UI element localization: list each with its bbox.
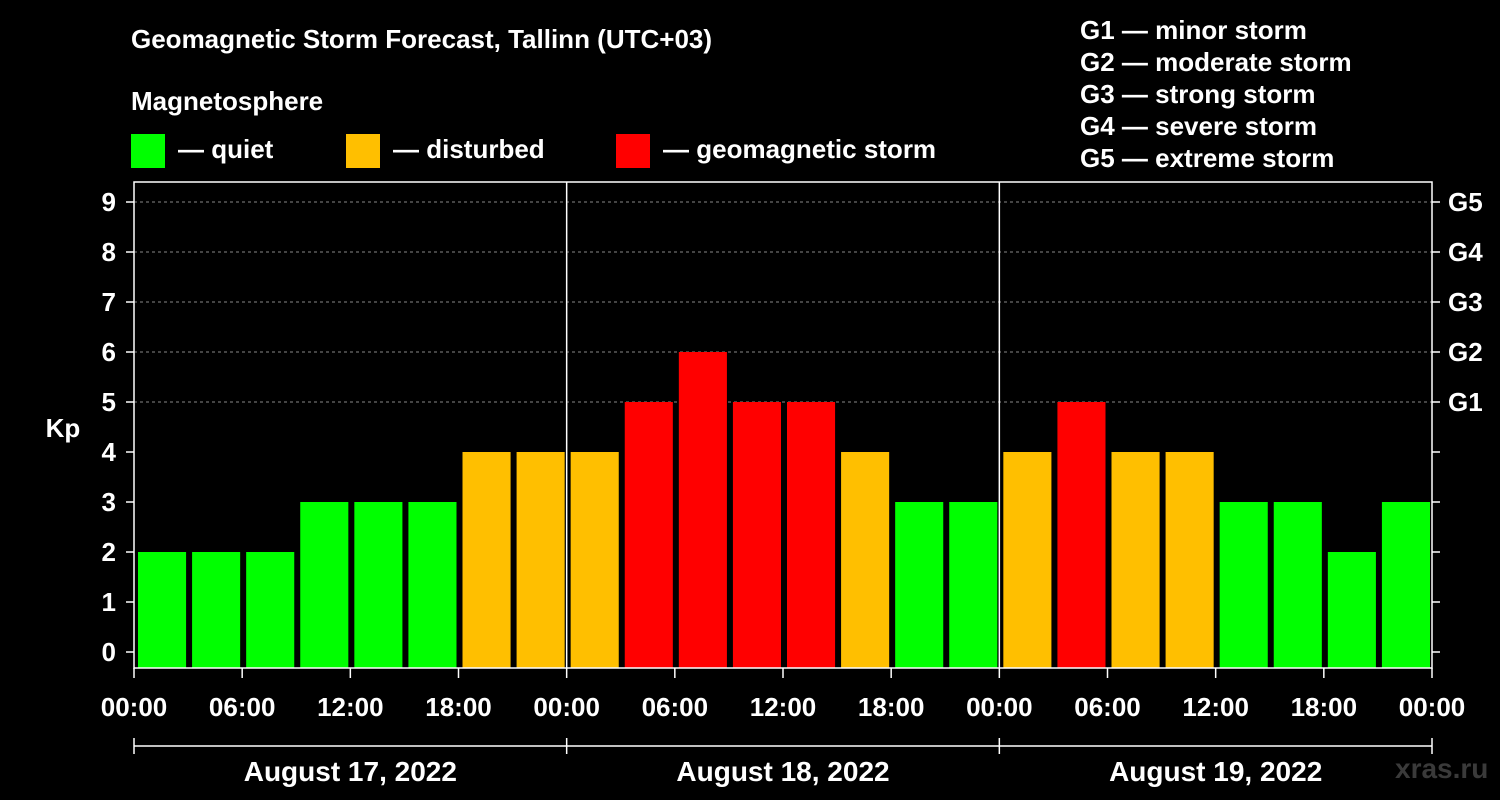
kp-bar [408,502,457,668]
storm-scale-g4: G4 — severe storm [1080,111,1318,141]
x-tick-label: 06:00 [209,692,276,722]
day-label: August 18, 2022 [676,756,889,787]
y-tick-label: 8 [102,237,116,267]
storm-scale-g3: G3 — strong storm [1080,79,1316,109]
day-label: August 19, 2022 [1109,756,1322,787]
kp-bar [354,502,403,668]
y-tick-label: 5 [102,387,116,417]
y-tick-label: 3 [102,487,116,517]
legend-label-quiet: — quiet [178,134,274,164]
magnetosphere-title: Magnetosphere [131,86,324,116]
kp-bar [138,552,187,668]
kp-bar [949,502,998,668]
kp-bar [1381,502,1430,668]
g-level-label: G2 [1448,337,1483,367]
x-tick-label: 00:00 [533,692,600,722]
kp-bar [895,502,944,668]
g-level-label: G3 [1448,287,1483,317]
storm-scale-g5: G5 — extreme storm [1080,143,1335,173]
kp-bar [570,452,619,668]
x-tick-label: 00:00 [966,692,1033,722]
legend-swatch-storm [616,134,650,168]
x-tick-label: 12:00 [750,692,817,722]
storm-scale-legend: G1 — minor storm G2 — moderate storm G3 … [1080,14,1352,174]
y-tick-label: 7 [102,287,116,317]
kp-bar [1003,452,1052,668]
kp-bar [516,452,565,668]
x-tick-label: 06:00 [1074,692,1141,722]
kp-bar [732,402,781,668]
kp-bar [787,402,836,668]
y-tick-label: 6 [102,337,116,367]
kp-bar [1219,502,1268,668]
kp-bar [1165,452,1214,668]
legend-label-storm: — geomagnetic storm [663,134,937,164]
day-label: August 17, 2022 [244,756,457,787]
y-tick-label: 9 [102,187,116,217]
kp-bar [841,452,890,668]
y-tick-label: 0 [102,637,116,667]
y-axis-label: Kp [46,413,81,443]
kp-bar [678,352,727,668]
y-tick-label: 4 [102,437,117,467]
x-tick-label: 00:00 [1399,692,1466,722]
kp-bar [246,552,295,668]
kp-bar [1057,402,1106,668]
g-level-label: G1 [1448,387,1483,417]
legend-swatch-quiet [131,134,165,168]
legend-swatch-disturbed [346,134,380,168]
kp-bar [1273,502,1322,668]
watermark: xras.ru [1395,753,1489,784]
kp-bar [300,502,349,668]
x-tick-label: 12:00 [1182,692,1249,722]
x-tick-label: 18:00 [425,692,492,722]
kp-bar [1111,452,1160,668]
legend-label-disturbed: — disturbed [393,134,545,164]
y-tick-label: 1 [102,587,116,617]
x-tick-label: 06:00 [642,692,709,722]
kp-bar [1327,552,1376,668]
g-level-label: G5 [1448,187,1483,217]
kp-bar [462,452,511,668]
g-level-label: G4 [1448,237,1483,267]
x-tick-label: 18:00 [1291,692,1358,722]
x-tick-label: 12:00 [317,692,384,722]
kp-bar [624,402,673,668]
kp-bar [192,552,241,668]
x-tick-label: 18:00 [858,692,925,722]
storm-scale-g1: G1 — minor storm [1080,15,1307,45]
x-tick-label: 00:00 [101,692,168,722]
y-tick-label: 2 [102,537,116,567]
storm-scale-g2: G2 — moderate storm [1080,47,1352,77]
chart-title: Geomagnetic Storm Forecast, Tallinn (UTC… [131,24,713,54]
